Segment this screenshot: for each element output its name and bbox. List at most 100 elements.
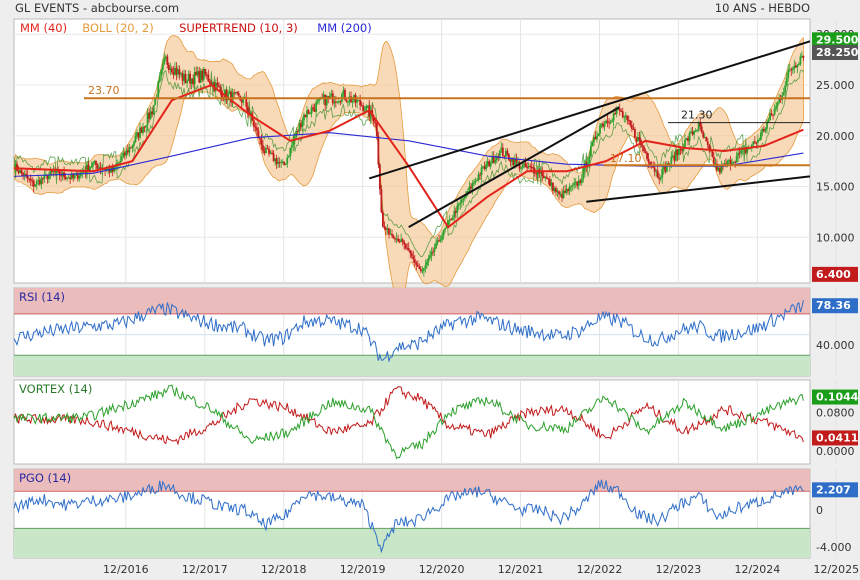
candle-up	[318, 98, 321, 101]
candle-down	[532, 167, 535, 169]
candle-down	[416, 264, 419, 267]
candle-down	[313, 108, 316, 112]
candle-down	[470, 186, 472, 189]
candle-up	[661, 169, 664, 178]
candle-down	[438, 240, 440, 242]
candle-up	[157, 81, 160, 98]
candle-up	[154, 97, 157, 106]
candle-up	[793, 65, 796, 69]
candle-up	[119, 160, 122, 163]
candle-up	[690, 131, 692, 134]
trend-line	[368, 40, 811, 180]
candle-down	[237, 92, 240, 96]
candle-up	[591, 142, 594, 146]
candle-down	[547, 178, 550, 180]
candle-down	[567, 189, 570, 192]
candle-down	[755, 142, 758, 144]
candle-down	[175, 67, 178, 75]
candle-up	[740, 150, 743, 154]
vortex-minus-line	[13, 386, 804, 446]
candle-up	[750, 144, 753, 148]
candle-up	[580, 178, 583, 183]
candle-up	[19, 169, 21, 173]
candle-down	[404, 244, 407, 249]
candle-down	[327, 96, 330, 98]
candle-up	[662, 166, 665, 170]
candle-up	[573, 182, 576, 186]
candle-up	[315, 102, 318, 112]
candle-down	[283, 161, 286, 166]
ma200-line	[13, 132, 804, 177]
candle-up	[784, 85, 787, 93]
candle-up	[444, 228, 447, 230]
vortex-tag-bg	[812, 389, 858, 405]
candle-up	[190, 78, 193, 84]
rsi-tag: 78.36	[816, 299, 851, 312]
candle-down	[779, 98, 782, 100]
candle-up	[448, 219, 451, 222]
candle-up	[89, 167, 91, 172]
pgo-series-layer: PGO (14)	[13, 469, 810, 558]
pgo-y-tick: 0	[816, 504, 823, 517]
candle-up	[562, 190, 565, 198]
legend-item: SUPERTREND (10, 3)	[179, 21, 298, 35]
candle-down	[515, 159, 518, 163]
candle-down	[167, 64, 170, 71]
candle-down	[602, 123, 604, 127]
candle-up	[491, 156, 494, 164]
candle-down	[225, 90, 228, 101]
candle-down	[627, 119, 630, 121]
candle-down	[802, 55, 805, 58]
candle-down	[382, 212, 384, 227]
candle-down	[344, 89, 346, 100]
candle-up	[78, 175, 81, 179]
candle-up	[292, 140, 295, 146]
candle-up	[570, 185, 573, 187]
candle-down	[377, 135, 380, 165]
candle-up	[287, 156, 290, 158]
candle-down	[22, 172, 25, 177]
candle-down	[509, 160, 512, 162]
candle-down	[403, 241, 406, 245]
candle-down	[345, 99, 348, 102]
candle-down	[350, 96, 352, 103]
candle-up	[468, 186, 471, 192]
candle-up	[565, 189, 568, 193]
candle-down	[263, 151, 266, 154]
candle-up	[357, 99, 360, 101]
candle-down	[558, 191, 560, 195]
candle-up	[471, 183, 474, 189]
candle-down	[304, 114, 307, 118]
candle-up	[453, 210, 456, 218]
candle-down	[272, 153, 275, 162]
candle-up	[571, 185, 574, 187]
vortex-y-tick: 0.0000	[816, 445, 855, 458]
candle-down	[415, 262, 418, 265]
candle-down	[398, 241, 401, 243]
candle-down	[700, 126, 703, 132]
candle-up	[120, 156, 123, 161]
trend-line	[408, 106, 620, 229]
candle-down	[614, 113, 617, 115]
candle-up	[92, 162, 94, 167]
candle-up	[284, 163, 287, 166]
pgo-y-tick: -4.000	[816, 541, 851, 554]
candle-down	[649, 162, 651, 165]
candle-down	[362, 105, 365, 112]
candle-up	[678, 149, 680, 156]
candle-up	[582, 167, 585, 179]
candle-down	[483, 166, 486, 170]
candle-down	[673, 155, 676, 161]
candle-down	[240, 100, 243, 103]
x-tick-label: 12/2017	[182, 563, 228, 576]
candle-down	[526, 167, 529, 169]
legend: MM (40) BOLL (20, 2) SUPERTREND (10, 3) MM …	[20, 21, 372, 35]
vortex-plus-line	[13, 384, 804, 460]
candle-down	[96, 165, 99, 169]
candle-up	[494, 160, 497, 163]
candle-up	[128, 147, 131, 153]
candle-up	[457, 203, 460, 206]
pgo-tag: 2.207	[816, 483, 851, 496]
candle-up	[347, 101, 349, 103]
candle-down	[664, 166, 667, 172]
